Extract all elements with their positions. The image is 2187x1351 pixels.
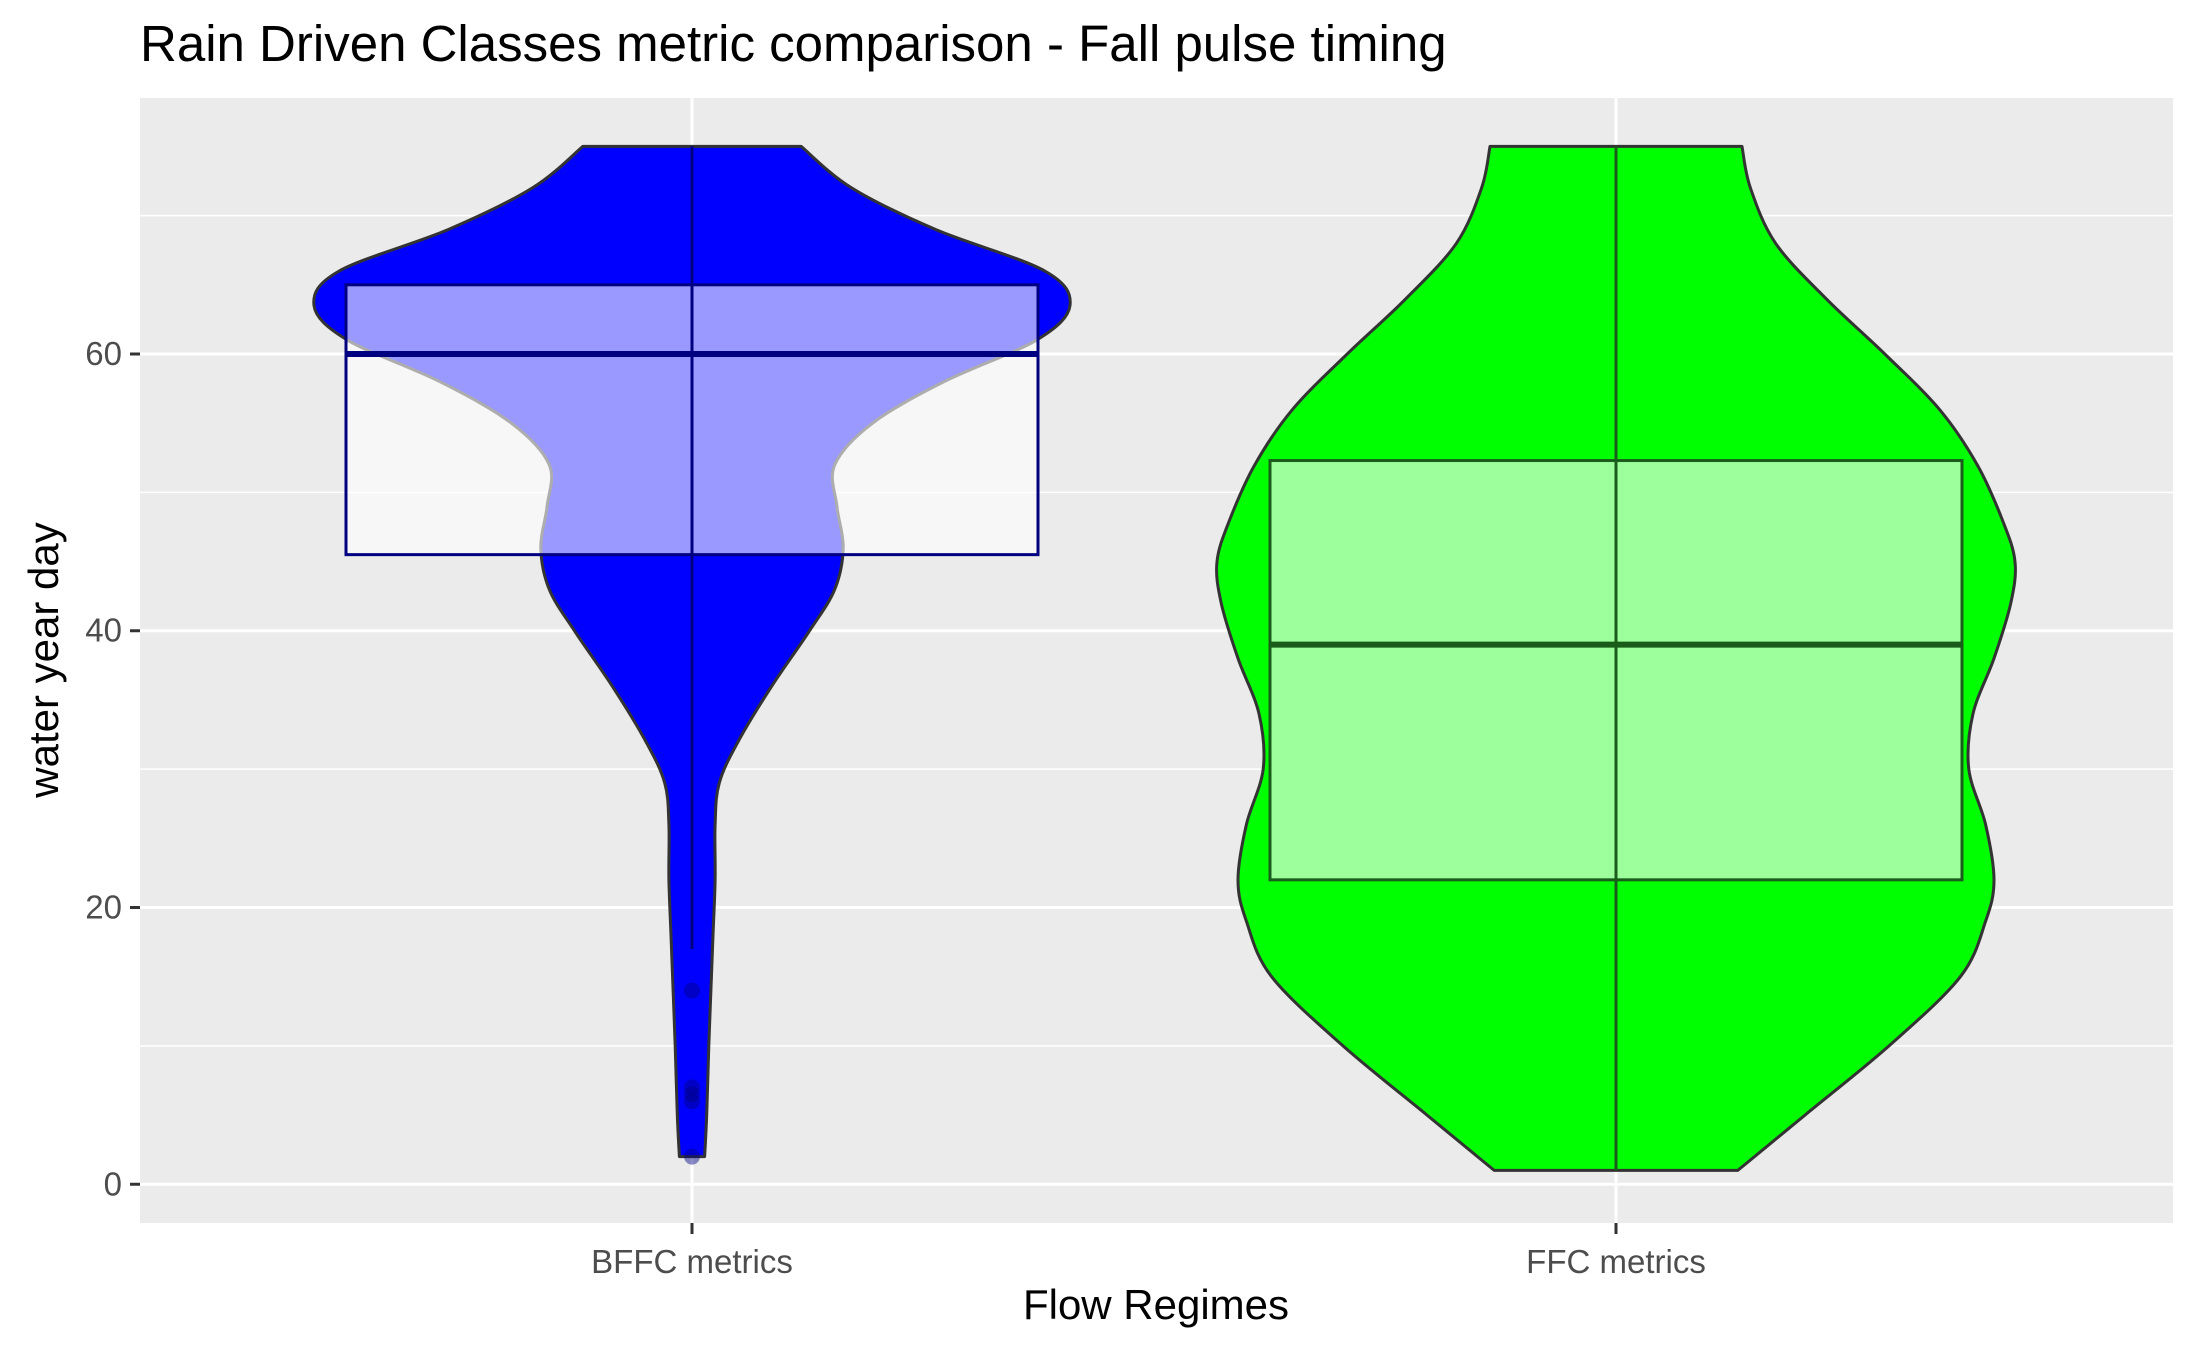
- y-tick-label: 40: [85, 612, 122, 649]
- x-tick-label: FFC metrics: [1526, 1243, 1706, 1280]
- outlier-point: [684, 1079, 700, 1096]
- x-axis-title: Flow Regimes: [1023, 1281, 1289, 1328]
- outlier-point: [684, 1148, 700, 1165]
- x-tick-label: BFFC metrics: [591, 1243, 793, 1280]
- outlier-point: [684, 1093, 700, 1110]
- chart-title: Rain Driven Classes metric comparison - …: [140, 15, 1447, 72]
- y-tick-label: 20: [85, 889, 122, 926]
- outlier-point: [684, 982, 700, 999]
- violins: [312, 144, 2017, 1172]
- y-axis: 0 20 40 60: [85, 335, 140, 1202]
- y-axis-title: water year day: [20, 522, 67, 798]
- box-outline: [344, 283, 1040, 557]
- x-axis: BFFC metrics FFC metrics: [591, 1223, 1706, 1280]
- violin-group-2: [1215, 144, 2017, 1172]
- violin-group-1: [312, 144, 1072, 1165]
- outlier-point: [684, 1086, 700, 1103]
- box-outline: [1268, 459, 1964, 882]
- y-tick-label: 0: [104, 1165, 122, 1202]
- y-tick-label: 60: [85, 335, 122, 372]
